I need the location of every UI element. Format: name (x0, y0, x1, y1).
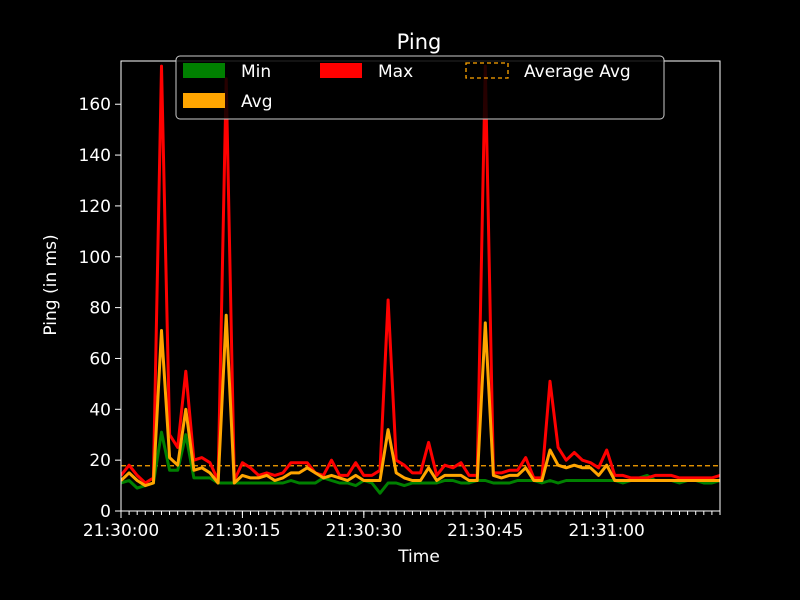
series-line-min (121, 430, 720, 495)
x-tick-label: 21:30:30 (326, 521, 402, 541)
axes: 21:30:00 21:30:15 21:30:30 21:30:45 21:31:00… (79, 60, 721, 541)
legend-item-average-avg: Average Avg (465, 62, 631, 82)
y-tick-label: 40 (89, 400, 111, 420)
legend-item-min: Min (183, 62, 271, 82)
plot-area (121, 64, 720, 495)
series-line-max (121, 64, 720, 485)
x-tick-label: 21:31:00 (568, 521, 644, 541)
x-tick-label: 21:30:00 (83, 521, 159, 541)
legend-label: Min (241, 62, 271, 82)
series-line-avg (121, 313, 720, 488)
x-axis-label: Time (397, 547, 440, 567)
series-lines (121, 64, 720, 495)
legend: Min Max Average Avg Avg (175, 55, 665, 120)
y-tick-label: 0 (100, 502, 111, 522)
legend-swatch (465, 62, 509, 79)
y-tick-label: 160 (79, 95, 111, 115)
legend-swatch (320, 63, 362, 78)
y-tick-label: 120 (79, 197, 111, 217)
y-tick-label: 140 (79, 146, 111, 166)
x-tick-label: 21:30:45 (447, 521, 523, 541)
legend-swatch (183, 63, 225, 78)
legend-box (175, 55, 665, 120)
y-tick-label: 100 (79, 248, 111, 268)
legend-item-avg: Avg (183, 92, 273, 112)
legend-label: Avg (241, 92, 273, 112)
y-tick-label: 80 (89, 299, 111, 319)
chart-title: Ping (397, 30, 442, 54)
legend-label: Average Avg (524, 62, 631, 82)
legend-item-max: Max (320, 62, 413, 82)
plot-frame (120, 60, 721, 512)
legend-label: Max (378, 62, 413, 82)
legend-swatch (183, 93, 225, 108)
y-tick-label: 20 (89, 451, 111, 471)
y-tick-label: 60 (89, 349, 111, 369)
y-axis-label: Ping (in ms) (41, 234, 61, 335)
x-tick-label: 21:30:15 (204, 521, 280, 541)
